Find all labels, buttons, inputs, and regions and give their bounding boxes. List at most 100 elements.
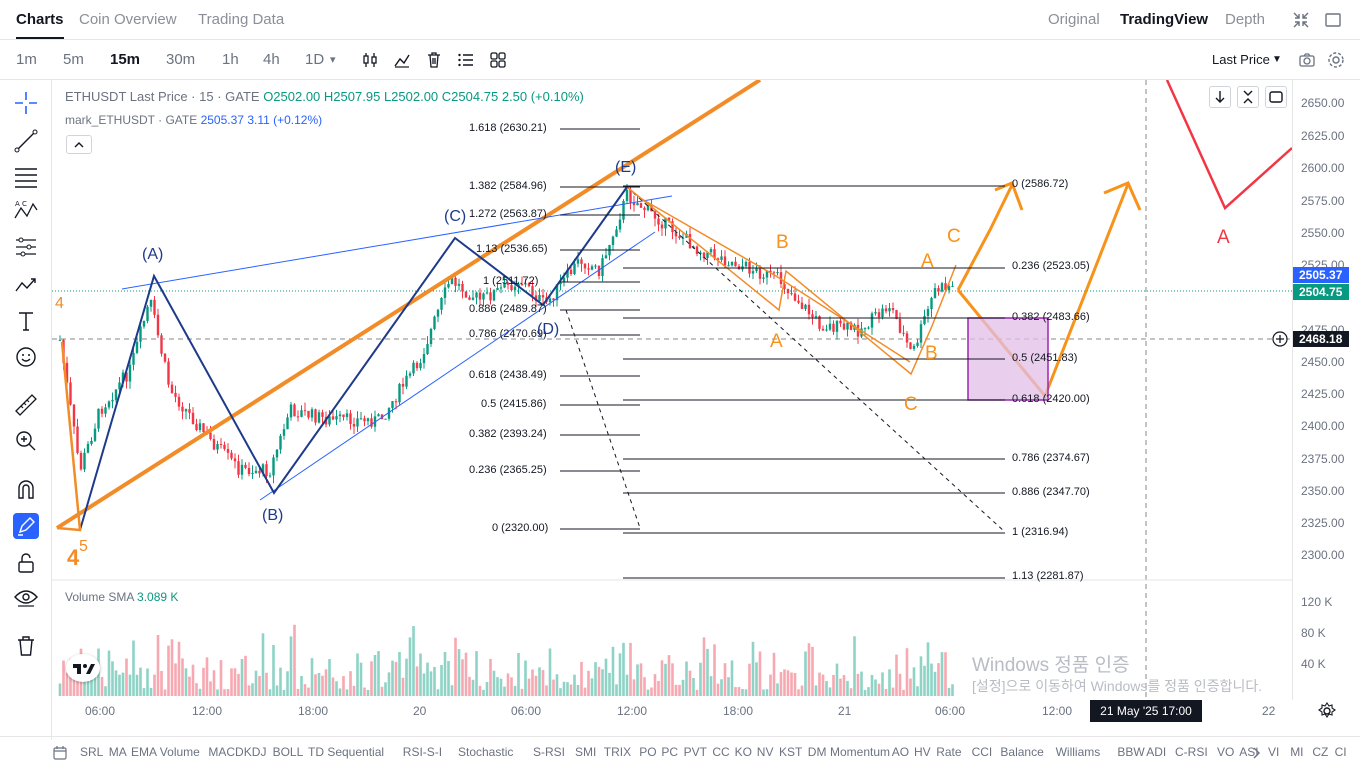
text-tool-icon[interactable] [13, 308, 39, 334]
volume-bar [898, 673, 902, 696]
indicator-item[interactable]: CZ [1312, 745, 1329, 759]
indicator-item[interactable]: CCI [971, 745, 993, 759]
indicator-item[interactable]: ADI [1146, 745, 1167, 759]
crosshair-icon[interactable] [13, 90, 39, 116]
tab-coin-overview[interactable]: Coin Overview [79, 11, 177, 28]
indicator-item[interactable]: Stochastic [458, 745, 514, 759]
indicator-item[interactable]: VI [1268, 745, 1280, 759]
timeframe-4h[interactable]: 4h [263, 51, 280, 68]
timeframe-1h[interactable]: 1h [222, 51, 239, 68]
pattern-icon[interactable]: A C [13, 198, 39, 224]
indicator-item[interactable]: KDJ [243, 745, 267, 759]
indicator-item[interactable]: VO [1217, 745, 1235, 759]
layout-grid-icon[interactable] [489, 51, 507, 69]
timeframe-1d[interactable]: 1D [305, 51, 325, 68]
indicator-item[interactable]: C-RSI [1175, 745, 1208, 759]
legend-collapse-button[interactable] [66, 135, 92, 154]
price-scale[interactable]: 2650.00 2625.00 2600.00 2575.00 2550.00 … [1292, 80, 1360, 700]
indicator-item[interactable]: MI [1290, 745, 1304, 759]
indicator-item[interactable]: MACD [208, 745, 244, 759]
chevron-down-icon[interactable]: ▼ [1272, 54, 1282, 65]
indicator-item[interactable]: TRIX [603, 745, 632, 759]
indicator-item[interactable]: S-RSI [533, 745, 566, 759]
indicator-item[interactable]: BBW [1117, 745, 1145, 759]
view-tradingview[interactable]: TradingView [1120, 11, 1209, 28]
timeframe-30m[interactable]: 30m [166, 51, 196, 68]
indicator-item[interactable]: Volume [159, 745, 200, 759]
orange-wave-start [56, 341, 82, 532]
indicator-item[interactable]: KO [734, 745, 752, 759]
volume-bar [338, 688, 342, 696]
view-original[interactable]: Original [1048, 11, 1100, 28]
candle-body [811, 314, 814, 318]
indicator-item[interactable]: EMA [131, 745, 158, 759]
price-chart[interactable] [52, 80, 1292, 700]
indicator-item[interactable]: CC [712, 745, 730, 759]
indicator-item[interactable]: KST [779, 745, 803, 759]
indicator-item[interactable]: CI [1334, 745, 1347, 759]
volume-label[interactable]: Volume SMA [65, 590, 134, 604]
forecast-icon[interactable] [13, 234, 39, 260]
orange-label-b2: B [925, 343, 938, 364]
drawing-mode-icon[interactable] [13, 513, 39, 539]
maximize-pane-button[interactable] [1265, 86, 1287, 108]
settings-gear-icon[interactable] [1327, 51, 1345, 69]
indicator-item[interactable]: BOLL [272, 745, 304, 759]
indicator-item[interactable]: Balance [1000, 745, 1044, 759]
timeframe-5m[interactable]: 5m [63, 51, 84, 68]
add-alert-icon[interactable] [1272, 331, 1288, 347]
indicator-item[interactable]: MA [108, 745, 127, 759]
volume-bar [692, 678, 695, 696]
collapse-arrows-icon[interactable] [1292, 11, 1310, 29]
camera-icon[interactable] [1298, 51, 1316, 69]
indicator-item[interactable]: Williams [1055, 745, 1101, 759]
ruler-icon[interactable] [13, 392, 39, 418]
collapse-pane-button[interactable] [1237, 86, 1259, 108]
eye-icon[interactable] [13, 584, 39, 610]
time-scale[interactable]: 06:00 12:00 18:00 20 06:00 12:00 18:00 2… [52, 700, 1292, 722]
chevron-down-icon[interactable]: ▾ [330, 54, 336, 66]
indicator-item[interactable]: PO [639, 745, 657, 759]
chevron-right-icon[interactable] [1250, 746, 1262, 760]
trend-line-icon[interactable] [13, 128, 39, 154]
candle-body [870, 313, 874, 328]
tradingview-logo[interactable] [66, 654, 100, 682]
lock-icon[interactable] [13, 550, 39, 576]
timeframe-1m[interactable]: 1m [16, 51, 37, 68]
candle-body [905, 333, 909, 343]
indicator-item[interactable]: RSI-S-I [402, 745, 443, 759]
magnet-icon[interactable] [13, 476, 39, 502]
projection-icon[interactable] [13, 272, 39, 298]
chart-settings-icon[interactable] [1318, 702, 1336, 720]
symbol-label[interactable]: ETHUSDT Last Price · 15 · GATE [65, 89, 260, 104]
indicator-item[interactable]: DM [807, 745, 827, 759]
price-mode-select[interactable]: Last Price [1212, 52, 1270, 67]
indicators-icon[interactable] [393, 51, 411, 69]
indicator-item[interactable]: PC [661, 745, 679, 759]
trash-icon[interactable] [13, 633, 39, 659]
indicator-item[interactable]: AO [891, 745, 910, 759]
fullscreen-icon[interactable] [1324, 11, 1342, 29]
indicator-item[interactable]: HV [914, 745, 931, 759]
view-depth[interactable]: Depth [1225, 11, 1266, 28]
indicator-item[interactable]: NV [756, 745, 774, 759]
scroll-down-button[interactable] [1209, 86, 1231, 108]
trash-icon[interactable] [425, 51, 443, 69]
indicator-item[interactable]: PVT [683, 745, 707, 759]
candlestick-type-icon[interactable] [361, 51, 379, 69]
indicator-item[interactable]: SRL [80, 745, 104, 759]
indicator-item[interactable]: Momentum [830, 745, 891, 759]
tab-charts[interactable]: Charts [16, 11, 64, 39]
timeframe-15m[interactable]: 15m [110, 51, 141, 68]
indicator-item[interactable]: SMI [575, 745, 597, 759]
calendar-icon[interactable] [52, 745, 68, 761]
mark-label[interactable]: mark_ETHUSDT · GATE [65, 113, 198, 127]
volume-bar [443, 651, 447, 696]
indicator-item[interactable]: TD Sequential [308, 745, 385, 759]
tab-trading-data[interactable]: Trading Data [198, 11, 285, 28]
emoji-icon[interactable] [13, 344, 39, 370]
zoom-in-icon[interactable] [13, 428, 39, 454]
indicator-item[interactable]: Rate [936, 745, 962, 759]
object-list-icon[interactable] [457, 51, 475, 69]
fib-retracement-icon[interactable] [13, 164, 39, 190]
